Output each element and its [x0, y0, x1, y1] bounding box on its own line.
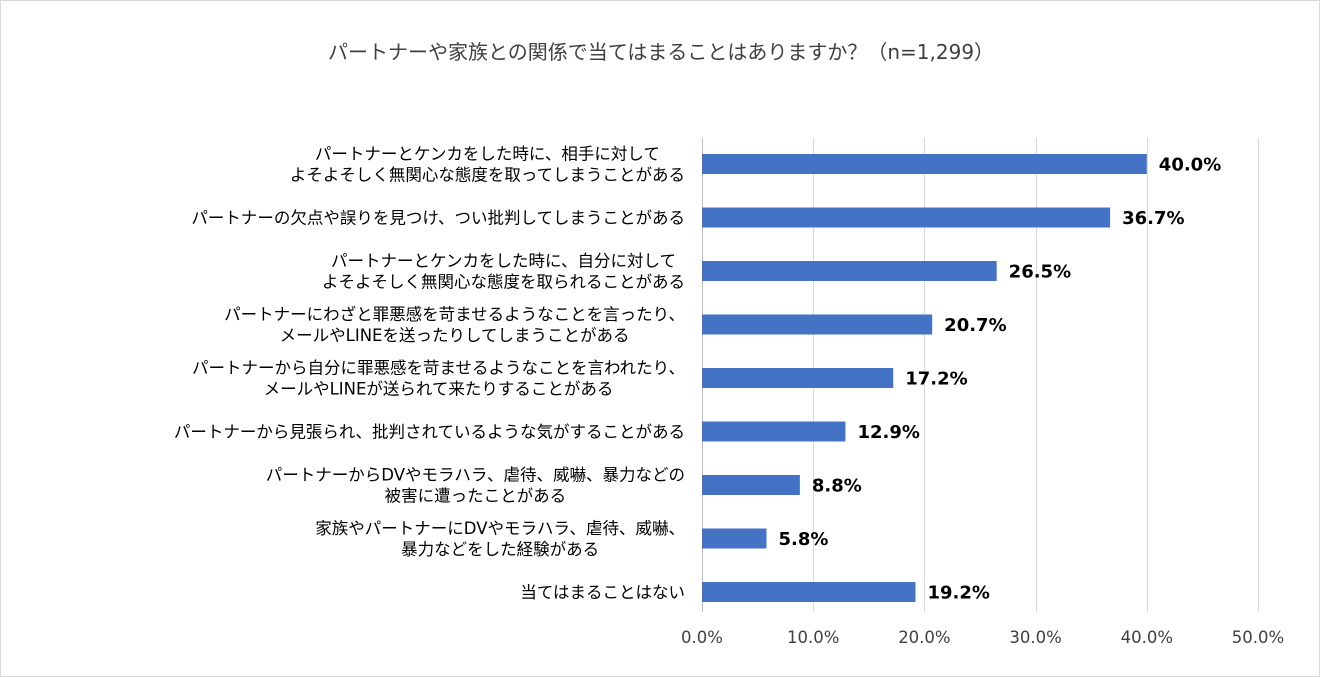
value-label-0: 40.0%: [1159, 155, 1221, 176]
category-label-5-line-0: パートナーから見張られ、批判されているような気がすることがある: [174, 423, 685, 442]
category-label-6-line-0: パートナーからDVやモラハラ、虐待、威嚇、暴力などの: [266, 466, 685, 485]
value-label-1: 36.7%: [1122, 208, 1184, 229]
bar-3: [702, 314, 933, 335]
value-label-4: 17.2%: [905, 369, 967, 390]
x-tick-labels: 0.0% 10.0% 20.0% 30.0% 40.0% 50.0%: [681, 628, 1284, 647]
x-tick-label-4: 40.0%: [1121, 628, 1173, 647]
bar-8: [702, 582, 916, 602]
category-label-3-line-1: メールやLINEを送ったりしてしまうことがある: [280, 326, 630, 345]
category-label-0-line-1: よそよそしく無関心な態度を取ってしまうことがある: [290, 166, 685, 185]
bar-5: [702, 421, 846, 442]
x-tick-label-3: 30.0%: [1009, 628, 1061, 647]
bar-1: [702, 207, 1111, 228]
value-label-3: 20.7%: [944, 315, 1006, 336]
bar-6: [702, 475, 800, 495]
bars: [702, 154, 1147, 602]
category-label-4-line-1: メールやLINEが送られて来たりすることがある: [264, 380, 614, 399]
x-tick-label-0: 0.0%: [681, 628, 723, 647]
bar-2: [702, 261, 997, 281]
category-label-7-line-0: 家族やパートナーにDVやモラハラ、虐待、威嚇、: [315, 519, 685, 538]
category-label-2-line-1: よそよそしく無関心な態度を取られることがある: [322, 273, 685, 292]
bar-7: [702, 528, 767, 549]
value-label-8: 19.2%: [928, 583, 990, 604]
x-tick-label-1: 10.0%: [787, 628, 839, 647]
value-label-6: 8.8%: [812, 476, 862, 497]
bar-4: [702, 368, 894, 388]
category-label-4-line-0: パートナーから自分に罪悪感を苛ませるようなことを言われたり、: [192, 359, 685, 378]
value-label-2: 26.5%: [1009, 262, 1071, 283]
category-labels: パートナーとケンカをした時に、相手に対してよそよそしく無関心な態度を取ってしまう…: [174, 145, 685, 603]
x-tick-label-5: 50.0%: [1232, 628, 1284, 647]
category-label-1-line-0: パートナーの欠点や誤りを見つけ、つい批判してしまうことがある: [191, 209, 685, 228]
category-label-7-line-1: 暴力などをした経験がある: [401, 540, 599, 559]
category-label-0-line-0: パートナーとケンカをした時に、相手に対して: [315, 145, 660, 164]
value-label-5: 12.9%: [857, 422, 919, 443]
x-tick-label-2: 20.0%: [898, 628, 950, 647]
category-label-2-line-0: パートナーとケンカをした時に、自分に対して: [331, 252, 676, 271]
category-label-6-line-1: 被害に遭ったことがある: [385, 487, 567, 506]
chart-title: パートナーや家族との関係で当てはまることはありますか？（n=1,299）: [328, 40, 994, 64]
value-label-7: 5.8%: [778, 529, 828, 550]
value-labels: 40.0% 36.7% 26.5% 20.7% 17.2% 12.9% 8.8% 5.8% 19…: [778, 155, 1221, 604]
category-label-8-line-0: 当てはまることはない: [520, 583, 685, 602]
category-label-3-line-0: パートナーにわざと罪悪感を苛ませるようなことを言ったり、: [224, 304, 685, 324]
bar-0: [702, 154, 1147, 174]
